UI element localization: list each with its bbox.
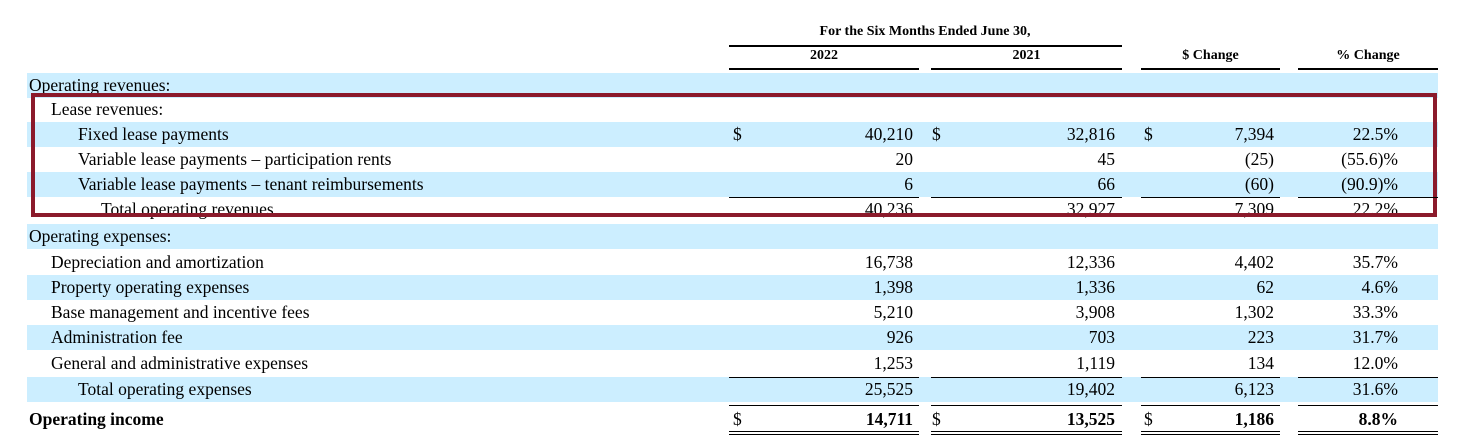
- row-label: Fixed lease payments: [78, 124, 229, 144]
- value-2022: 25,525: [864, 379, 913, 399]
- value-percent-change: 8.8%: [1358, 409, 1398, 429]
- table-row: Operating expenses:: [27, 224, 1438, 249]
- value-dollar-change: 6,123: [1234, 379, 1274, 399]
- value-2022: 16,738: [864, 252, 913, 272]
- header-rule-2022: [729, 68, 919, 70]
- table-row: General and administrative expenses 1,253…: [27, 351, 1438, 376]
- row-label: General and administrative expenses: [51, 353, 309, 373]
- value-percent-change: (55.6)%: [1341, 149, 1398, 169]
- value-percent-change: 22.5%: [1352, 124, 1398, 144]
- table-row: Depreciation and amortization 16,738 12,33…: [27, 250, 1438, 275]
- column-header-percent-change: % Change: [1336, 48, 1400, 63]
- value-dollar-change: 1,302: [1234, 302, 1274, 322]
- value-dollar-change: 134: [1247, 353, 1274, 373]
- grand-total-double-rule: [931, 431, 1122, 435]
- value-2021: 13,525: [1066, 409, 1115, 429]
- subtotal-rule: [1298, 377, 1438, 378]
- currency-symbol: $: [932, 409, 941, 429]
- row-label: Depreciation and amortization: [51, 252, 264, 272]
- value-percent-change: 31.7%: [1352, 327, 1398, 347]
- value-percent-change: 4.6%: [1361, 277, 1398, 297]
- value-2022: 6: [904, 174, 913, 194]
- value-2022: 1,398: [873, 277, 913, 297]
- table-row: Lease revenues:: [27, 97, 1438, 122]
- value-percent-change: 33.3%: [1352, 302, 1398, 322]
- value-2022: 5,210: [873, 302, 913, 322]
- value-dollar-change: 4,402: [1234, 252, 1274, 272]
- value-dollar-change: 62: [1256, 277, 1275, 297]
- period-header: For the Six Months Ended June 30,: [819, 24, 1031, 39]
- currency-symbol: $: [1144, 409, 1153, 429]
- column-header-2021: 2021: [1012, 48, 1041, 63]
- table-row: Administration fee 926 703 223 31.7%: [27, 325, 1438, 350]
- value-2022: 14,711: [865, 409, 913, 429]
- row-label: Operating expenses:: [29, 226, 172, 246]
- subtotal-rule: [729, 405, 919, 406]
- table-row: Operating income 14,711 13,525 1,186 8.8% $ $ $: [27, 407, 1438, 432]
- value-2021: 1,336: [1075, 277, 1115, 297]
- value-2021: 32,816: [1066, 124, 1115, 144]
- value-2021: 1,119: [1076, 353, 1115, 373]
- table-row: Fixed lease payments 40,210 32,816 7,394 22.…: [27, 122, 1438, 147]
- header-rule-pct: [1298, 68, 1438, 70]
- column-header-dollar-change: $ Change: [1182, 48, 1239, 63]
- grand-total-double-rule: [1298, 431, 1438, 435]
- row-label: Variable lease payments – tenant reimbur…: [78, 174, 424, 194]
- value-percent-change: (90.9)%: [1341, 174, 1398, 194]
- subtotal-rule: [729, 377, 919, 378]
- header-rule-2021: [931, 68, 1122, 70]
- value-dollar-change: (60): [1244, 174, 1274, 194]
- subtotal-rule: [931, 377, 1122, 378]
- subtotal-rule: [1298, 405, 1438, 406]
- value-2022: 20: [895, 149, 914, 169]
- row-label: Variable lease payments – participation …: [78, 149, 392, 169]
- currency-symbol: $: [1144, 124, 1153, 144]
- grand-total-double-rule: [1141, 431, 1280, 435]
- value-dollar-change: 223: [1247, 327, 1274, 347]
- value-2022: 1,253: [873, 353, 913, 373]
- value-percent-change: 35.7%: [1352, 252, 1398, 272]
- value-2022: 926: [886, 327, 913, 347]
- subtotal-rule: [931, 197, 1122, 198]
- table-row: Variable lease payments – tenant reimbur…: [27, 172, 1438, 197]
- table-row: Base management and incentive fees 5,210 3…: [27, 300, 1438, 325]
- subtotal-rule: [1141, 405, 1280, 406]
- value-2021: 45: [1097, 149, 1116, 169]
- subtotal-rule: [729, 197, 919, 198]
- value-2021: 703: [1088, 327, 1115, 347]
- lease-revenues-highlight-box: [31, 93, 1437, 217]
- table-row: Property operating expenses 1,398 1,336 62 4…: [27, 275, 1438, 300]
- header-rule-change: [1141, 68, 1280, 70]
- value-2022: 40,210: [864, 124, 913, 144]
- currency-symbol: $: [733, 409, 742, 429]
- currency-symbol: $: [733, 124, 742, 144]
- value-dollar-change: (25): [1244, 149, 1274, 169]
- subtotal-rule: [1141, 197, 1280, 198]
- subtotal-rule: [1141, 377, 1280, 378]
- column-header-2022: 2022: [810, 48, 838, 63]
- subtotal-rule: [1298, 197, 1438, 198]
- value-2021: 66: [1097, 174, 1116, 194]
- value-2021: 19,402: [1066, 379, 1115, 399]
- row-label: Base management and incentive fees: [51, 302, 310, 322]
- value-2021: 3,908: [1075, 302, 1115, 322]
- value-percent-change: 12.0%: [1352, 353, 1398, 373]
- row-label: Operating revenues:: [29, 75, 171, 95]
- table-row: Variable lease payments – participation …: [27, 147, 1438, 172]
- table-row: Total operating expenses 25,525 19,402 6,12…: [27, 377, 1438, 402]
- value-dollar-change: 1,186: [1234, 409, 1274, 429]
- currency-symbol: $: [932, 124, 941, 144]
- row-label: Operating income: [29, 409, 164, 429]
- period-header-rule: [729, 45, 1122, 47]
- row-label: Property operating expenses: [51, 277, 250, 297]
- value-dollar-change: 7,394: [1234, 124, 1274, 144]
- value-percent-change: 31.6%: [1352, 379, 1398, 399]
- row-label: Administration fee: [51, 327, 183, 347]
- row-label: Lease revenues:: [51, 99, 164, 119]
- grand-total-double-rule: [729, 431, 919, 435]
- row-label: Total operating expenses: [78, 379, 252, 399]
- subtotal-rule: [931, 405, 1122, 406]
- value-2021: 12,336: [1066, 252, 1115, 272]
